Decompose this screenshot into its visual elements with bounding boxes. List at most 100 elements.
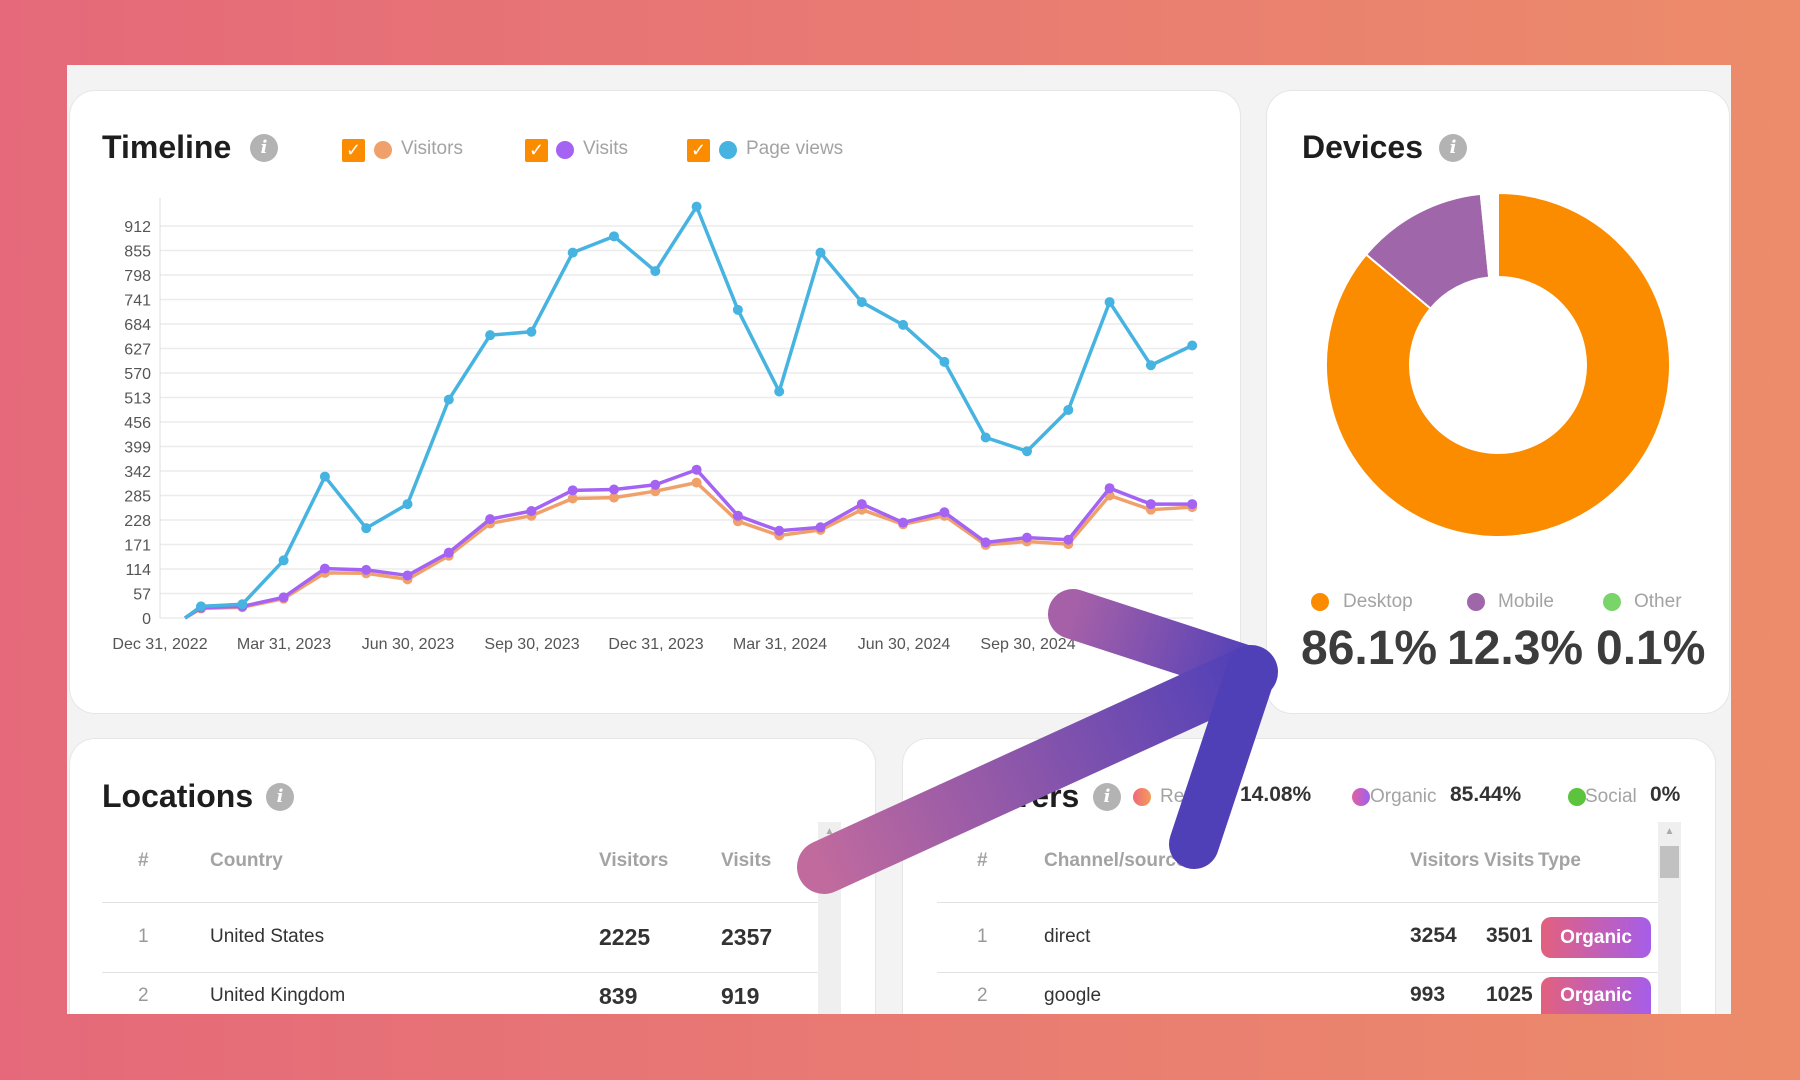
data-point	[443, 547, 454, 558]
legend-page-views[interactable]: Page views	[746, 138, 844, 159]
data-point	[609, 492, 619, 503]
locations-scrollbar[interactable]: ▲	[818, 822, 841, 1014]
data-point	[402, 570, 413, 581]
data-point	[361, 523, 372, 534]
y-tick-label: 57	[133, 587, 151, 604]
col-channel-source[interactable]: Channel/source	[1044, 850, 1187, 871]
row-rank: 2	[977, 985, 988, 1006]
data-point	[485, 330, 496, 341]
col-type[interactable]: Type	[1538, 850, 1581, 871]
row-country: United States	[210, 926, 325, 947]
page-views-checkbox[interactable]: ✓	[687, 139, 710, 162]
y-tick-label: 684	[124, 317, 151, 334]
data-point	[898, 517, 909, 528]
data-point	[567, 493, 578, 504]
divider	[937, 902, 1659, 903]
data-point	[691, 464, 702, 475]
data-point	[650, 266, 661, 277]
info-icon[interactable]: i	[266, 783, 294, 811]
scroll-up-icon[interactable]: ▲	[1664, 826, 1675, 837]
data-point	[319, 563, 330, 574]
page-views-dot-icon	[719, 141, 737, 159]
series-line-page-views	[183, 204, 1193, 620]
col-visits[interactable]: Visits	[1484, 850, 1535, 871]
series-line-visits	[184, 467, 1193, 620]
y-tick-label: 513	[124, 391, 151, 408]
mobile-percent: 12.3%	[1447, 622, 1584, 675]
y-tick-label: 342	[124, 464, 151, 481]
col-visitors[interactable]: Visitors	[599, 850, 669, 871]
info-icon[interactable]: i	[250, 134, 278, 162]
data-point	[774, 525, 785, 536]
y-tick-label: 855	[124, 244, 151, 261]
type-badge: Organic	[1541, 977, 1651, 1014]
visits-checkbox[interactable]: ✓	[525, 139, 548, 162]
row-rank: 2	[138, 985, 149, 1006]
col-visitors[interactable]: Visitors	[1410, 850, 1480, 871]
data-point	[319, 471, 330, 482]
y-tick-label: 228	[124, 513, 151, 530]
data-point	[402, 499, 413, 510]
data-point	[196, 601, 206, 612]
x-tick-label: Dec 31, 2022	[112, 636, 207, 653]
row-visits: 1025	[1486, 983, 1533, 1006]
legend-social: Social	[1585, 786, 1637, 807]
referrers-scrollbar[interactable]: ▲	[1658, 822, 1681, 1014]
visitors-checkbox[interactable]: ✓	[342, 139, 365, 162]
other-percent: 0.1%	[1596, 622, 1706, 675]
timeline-card	[69, 90, 1241, 714]
x-tick-label: Mar 31, 2024	[733, 636, 827, 653]
scrollbar-thumb[interactable]	[1660, 846, 1679, 878]
visitors-dot-icon	[374, 141, 392, 159]
referrers-title: Referrers	[937, 778, 1080, 814]
col-visits[interactable]: Visits	[721, 850, 772, 871]
devices-legend-mobile: Mobile	[1498, 591, 1554, 612]
data-point	[1063, 534, 1074, 545]
info-icon[interactable]: i	[1093, 783, 1121, 811]
timeline-chart: 0 57 114 171 228 285 342 399 456 513 570 627 684 741 7…	[112, 198, 1200, 653]
y-tick-label: 798	[124, 268, 151, 285]
row-visits: 3501	[1486, 924, 1533, 947]
row-rank: 1	[138, 926, 149, 947]
legend-visitors[interactable]: Visitors	[401, 138, 463, 159]
y-tick-label: 399	[124, 440, 151, 457]
locations-card	[69, 738, 876, 1014]
data-point	[939, 356, 950, 367]
devices-legend-other: Other	[1634, 591, 1682, 612]
data-point	[278, 555, 289, 566]
dashboard: Timeline i ✓ Visitors ✓ Visits ✓ Page vi…	[67, 65, 1731, 1014]
legend-visits[interactable]: Visits	[583, 138, 629, 159]
devices-title: Devices	[1302, 129, 1423, 165]
scroll-up-icon[interactable]: ▲	[824, 826, 835, 837]
data-point	[1022, 446, 1032, 457]
organic-percent: 85.44%	[1450, 783, 1522, 806]
data-point	[939, 507, 950, 518]
data-point	[1145, 499, 1156, 510]
series-line-visitors	[184, 480, 1193, 620]
data-point	[485, 514, 496, 525]
col-country[interactable]: Country	[210, 850, 283, 871]
data-point	[691, 477, 702, 488]
data-point	[1145, 360, 1156, 371]
info-icon[interactable]: i	[1439, 134, 1467, 162]
row-visitors: 993	[1410, 983, 1446, 1006]
data-point	[815, 247, 826, 258]
data-point	[1022, 532, 1032, 543]
row-visitors: 839	[599, 983, 638, 1009]
row-channel: google	[1044, 985, 1102, 1006]
row-rank: 1	[977, 926, 988, 947]
organic-dot-icon	[1352, 788, 1370, 806]
data-point	[774, 386, 785, 397]
divider	[102, 902, 818, 903]
data-point	[526, 505, 537, 516]
data-point	[567, 247, 578, 258]
row-visitors: 3254	[1410, 924, 1457, 947]
donut-slice-desktop	[1325, 191, 1671, 538]
devices-donut-chart	[1325, 191, 1671, 538]
row-channel: direct	[1044, 926, 1091, 947]
social-percent: 0%	[1650, 783, 1681, 806]
x-tick-label: Jun 30, 2024	[858, 636, 951, 653]
x-tick-label: Sep 30, 2023	[484, 636, 579, 653]
type-badge: Organic	[1541, 917, 1651, 958]
row-visits: 919	[721, 983, 760, 1009]
